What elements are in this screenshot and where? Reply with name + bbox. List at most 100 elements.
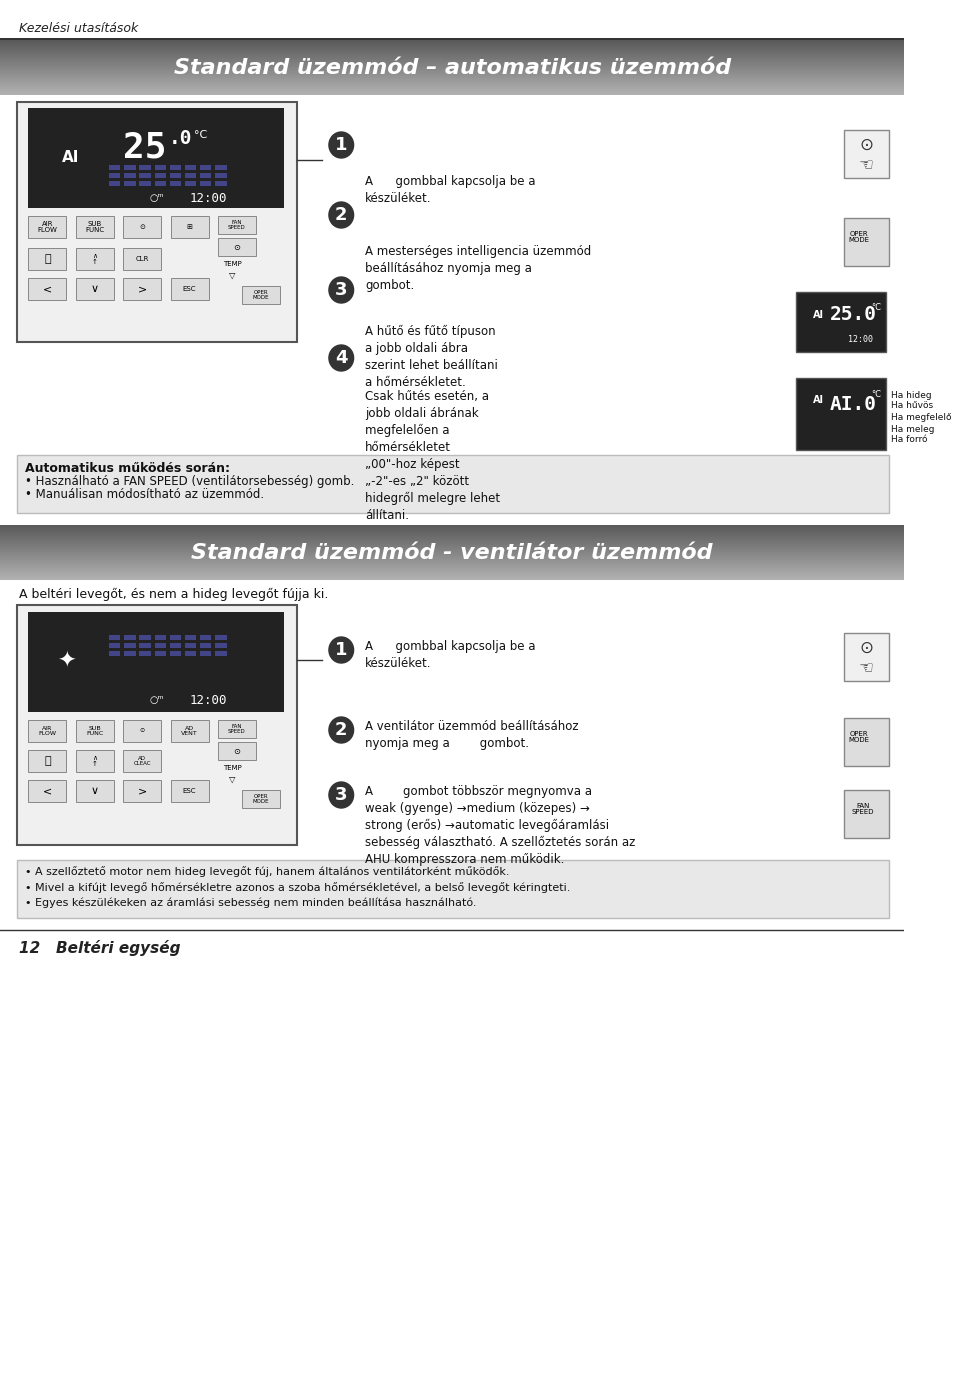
- Text: OPER
MODE: OPER MODE: [253, 794, 269, 805]
- Text: 3: 3: [335, 281, 347, 300]
- Bar: [154, 174, 166, 178]
- Bar: [200, 651, 212, 657]
- Bar: [170, 636, 181, 640]
- Text: ⊙: ⊙: [139, 728, 145, 734]
- Bar: [124, 165, 135, 169]
- Bar: [171, 780, 209, 802]
- Circle shape: [329, 783, 354, 808]
- Bar: [170, 651, 181, 657]
- Bar: [139, 651, 151, 657]
- Text: Ha megfelelő: Ha megfelelő: [890, 413, 950, 423]
- Text: ⊙
☜: ⊙ ☜: [858, 136, 873, 175]
- Bar: [185, 165, 196, 169]
- Text: AI: AI: [813, 309, 823, 321]
- Bar: [154, 165, 166, 169]
- Text: AI: AI: [62, 151, 79, 165]
- Bar: [123, 780, 161, 802]
- Text: ESC: ESC: [183, 788, 196, 794]
- Text: ○ᵐ: ○ᵐ: [150, 193, 164, 203]
- Bar: [17, 455, 888, 512]
- Text: A      gombbal kapcsolja be a
készüléket.: A gombbal kapcsolja be a készüléket.: [365, 640, 535, 671]
- Bar: [29, 780, 67, 802]
- Bar: [75, 720, 113, 742]
- Bar: [17, 605, 296, 846]
- Bar: [796, 378, 885, 449]
- Text: TEMP: TEMP: [223, 260, 241, 267]
- Bar: [200, 174, 212, 178]
- Text: ○ᵐ: ○ᵐ: [150, 694, 164, 706]
- Bar: [842, 718, 888, 766]
- Text: ⊙: ⊙: [233, 242, 240, 252]
- Text: 2: 2: [335, 721, 347, 739]
- Bar: [124, 643, 135, 648]
- Bar: [0, 38, 903, 39]
- Bar: [109, 181, 120, 186]
- Text: FAN
SPEED: FAN SPEED: [228, 724, 246, 735]
- Bar: [139, 636, 151, 640]
- Bar: [218, 238, 255, 256]
- Text: ∧
↑: ∧ ↑: [91, 755, 97, 767]
- Bar: [796, 293, 885, 351]
- Bar: [29, 216, 67, 238]
- Bar: [842, 633, 888, 680]
- Text: Automatikus működés során:: Automatikus működés során:: [25, 462, 230, 475]
- Text: ESC: ESC: [183, 286, 196, 293]
- Text: • Használható a FAN SPEED (ventilátorsebesség) gomb.: • Használható a FAN SPEED (ventilátorseb…: [25, 475, 354, 489]
- Circle shape: [329, 277, 354, 302]
- Text: ⊙: ⊙: [233, 746, 240, 756]
- Text: • A szellőztető motor nem hideg levegőt fúj, hanem általános ventilátorként műkö: • A szellőztető motor nem hideg levegőt …: [25, 867, 509, 876]
- Text: Standard üzemmód – automatikus üzemmód: Standard üzemmód – automatikus üzemmód: [173, 57, 730, 78]
- Text: 25.0: 25.0: [828, 305, 876, 325]
- Text: <: <: [43, 785, 52, 797]
- Text: A mesterséges intelligencia üzemmód
beállításához nyomja meg a
gombot.: A mesterséges intelligencia üzemmód beál…: [365, 245, 591, 293]
- Text: ▽: ▽: [229, 774, 235, 784]
- Bar: [29, 108, 284, 209]
- Text: ⏻: ⏻: [44, 253, 51, 265]
- Bar: [170, 181, 181, 186]
- Text: • Mivel a kifújt levegő hőmérsékletre azonos a szoba hőmérsékletével, a belső le: • Mivel a kifújt levegő hőmérsékletre az…: [25, 882, 570, 893]
- Text: 1: 1: [335, 136, 347, 154]
- Text: 12:00: 12:00: [847, 336, 873, 344]
- Text: • Egyes készülékeken az áramlási sebesség nem minden beállítása használható.: • Egyes készülékeken az áramlási sebessé…: [25, 897, 476, 909]
- Text: 25: 25: [123, 132, 167, 165]
- Bar: [75, 216, 113, 238]
- Bar: [123, 248, 161, 270]
- Text: FAN
SPEED: FAN SPEED: [228, 220, 246, 231]
- Text: AIR
FLOW: AIR FLOW: [38, 725, 56, 736]
- Text: AI.0: AI.0: [828, 395, 876, 414]
- Bar: [200, 165, 212, 169]
- Text: A ventilátor üzemmód beállításához
nyomja meg a        gombot.: A ventilátor üzemmód beállításához nyomj…: [365, 720, 578, 750]
- Text: ∧
↑: ∧ ↑: [91, 252, 97, 266]
- Text: >: >: [137, 785, 147, 797]
- Text: A beltéri levegőt, és nem a hideg levegőt fújja ki.: A beltéri levegőt, és nem a hideg levegő…: [19, 588, 328, 601]
- Text: AD
VENT: AD VENT: [181, 725, 198, 736]
- Bar: [218, 720, 255, 738]
- Text: A      gombbal kapcsolja be a
készüléket.: A gombbal kapcsolja be a készüléket.: [365, 175, 535, 204]
- Circle shape: [329, 132, 354, 158]
- Bar: [75, 279, 113, 300]
- Text: °C: °C: [870, 391, 881, 399]
- Text: °C: °C: [194, 130, 208, 140]
- Bar: [154, 636, 166, 640]
- Bar: [139, 181, 151, 186]
- Bar: [109, 174, 120, 178]
- Text: Csak hűtés esetén, a
jobb oldali ábrának
megfelelően a
hőmérsékletet
„00"-hoz ké: Csak hűtés esetén, a jobb oldali ábrának…: [365, 391, 499, 522]
- Text: °C: °C: [870, 302, 881, 312]
- Text: 1: 1: [335, 641, 347, 659]
- Bar: [200, 636, 212, 640]
- Bar: [124, 174, 135, 178]
- Text: 12:00: 12:00: [190, 192, 227, 204]
- Bar: [75, 248, 113, 270]
- Text: A        gombot többször megnyomva a
weak (gyenge) →medium (közepes) →
strong (e: A gombot többször megnyomva a weak (gyen…: [365, 785, 635, 867]
- Bar: [185, 636, 196, 640]
- Bar: [215, 636, 226, 640]
- Text: .0: .0: [169, 129, 193, 147]
- Bar: [109, 643, 120, 648]
- Text: OPER
MODE: OPER MODE: [253, 290, 269, 301]
- Bar: [171, 720, 209, 742]
- Bar: [123, 279, 161, 300]
- Bar: [215, 174, 226, 178]
- Bar: [124, 181, 135, 186]
- Bar: [139, 174, 151, 178]
- Bar: [109, 165, 120, 169]
